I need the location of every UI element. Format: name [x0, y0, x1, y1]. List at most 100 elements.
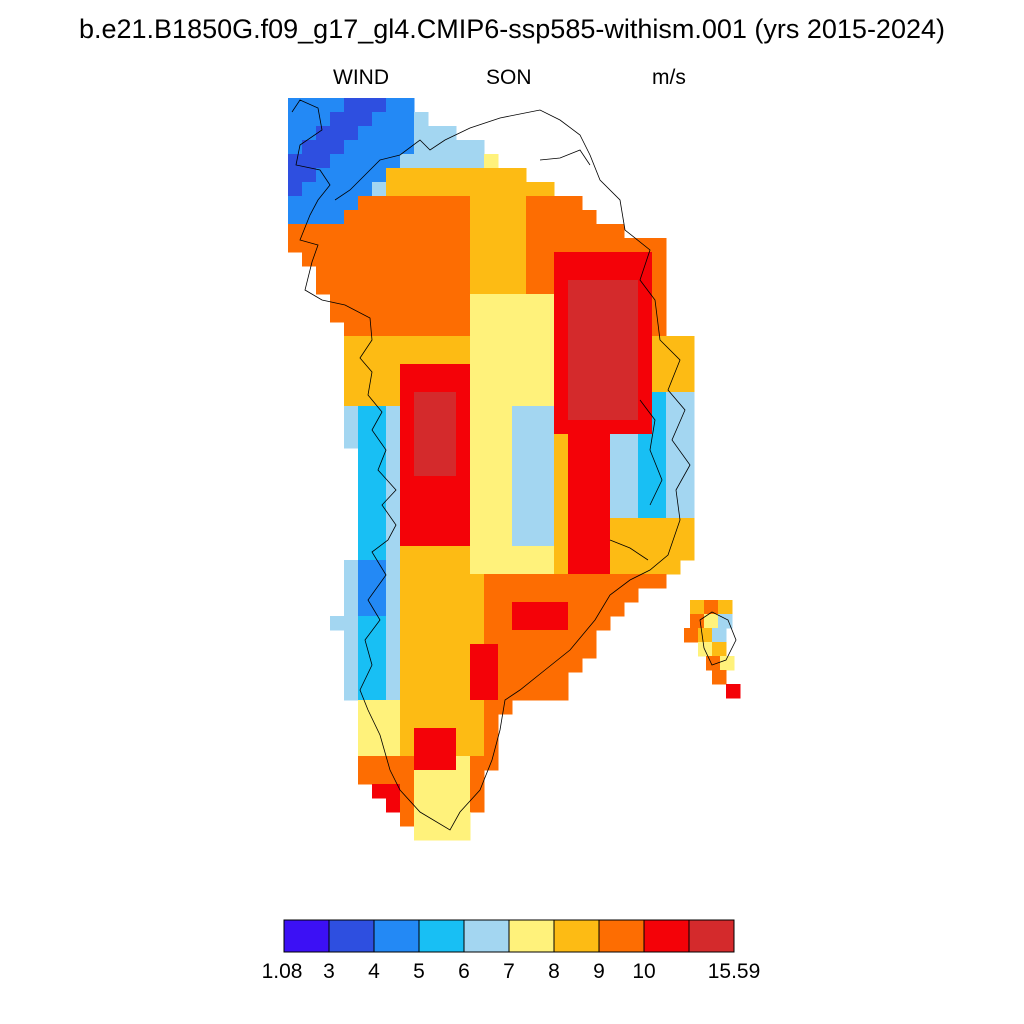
- wind-cell: [344, 392, 359, 407]
- wind-cell: [526, 350, 541, 365]
- wind-cell: [554, 308, 569, 323]
- wind-cell: [470, 700, 485, 715]
- wind-cell: [554, 672, 569, 687]
- wind-cell: [512, 546, 527, 561]
- wind-cell: [540, 238, 555, 253]
- wind-cell: [470, 686, 485, 701]
- wind-cell: [554, 518, 569, 533]
- wind-cell: [690, 600, 705, 615]
- wind-cell: [470, 490, 485, 505]
- wind-cell: [428, 406, 443, 421]
- wind-cell: [442, 672, 457, 687]
- wind-cell: [358, 112, 373, 127]
- wind-cell: [554, 406, 569, 421]
- wind-cell: [624, 406, 639, 421]
- wind-cell: [372, 672, 387, 687]
- wind-cell: [470, 420, 485, 435]
- wind-cell: [316, 238, 331, 253]
- wind-cell: [540, 308, 555, 323]
- wind-cell: [442, 252, 457, 267]
- wind-cell: [400, 350, 415, 365]
- wind-cell: [428, 518, 443, 533]
- wind-cell: [456, 168, 471, 183]
- wind-cell: [484, 378, 499, 393]
- wind-cell: [316, 140, 331, 155]
- wind-cell: [470, 770, 485, 785]
- wind-cell: [442, 728, 457, 743]
- wind-cell: [680, 378, 695, 393]
- wind-cell: [512, 322, 527, 337]
- wind-cell: [442, 168, 457, 183]
- wind-cell: [330, 294, 345, 309]
- wind-cell: [498, 210, 513, 225]
- wind-cell: [484, 560, 499, 575]
- wind-cell: [680, 504, 695, 519]
- wind-cell: [540, 574, 555, 589]
- wind-cell: [400, 140, 415, 155]
- wind-cell: [470, 210, 485, 225]
- wind-cell: [540, 686, 555, 701]
- wind-cell: [512, 518, 527, 533]
- wind-cell: [400, 280, 415, 295]
- wind-cell: [386, 336, 401, 351]
- wind-cell: [526, 616, 541, 631]
- wind-cell: [400, 182, 415, 197]
- wind-cell: [554, 448, 569, 463]
- wind-cell: [498, 546, 513, 561]
- wind-cell: [372, 392, 387, 407]
- wind-cell: [554, 280, 569, 295]
- wind-cell: [372, 308, 387, 323]
- wind-cell: [372, 476, 387, 491]
- wind-cell: [484, 266, 499, 281]
- wind-cell: [498, 168, 513, 183]
- wind-cell: [358, 700, 373, 715]
- wind-cell: [386, 490, 401, 505]
- wind-cell: [484, 434, 499, 449]
- wind-cell: [428, 294, 443, 309]
- wind-cell: [698, 642, 713, 657]
- wind-cell: [554, 252, 569, 267]
- wind-cell: [680, 532, 695, 547]
- wind-cell: [470, 406, 485, 421]
- wind-cell: [526, 420, 541, 435]
- wind-cell: [456, 644, 471, 659]
- wind-cell: [442, 420, 457, 435]
- wind-cell: [400, 588, 415, 603]
- wind-cell: [470, 658, 485, 673]
- wind-cell: [470, 602, 485, 617]
- wind-cell: [582, 588, 597, 603]
- wind-cell: [414, 196, 429, 211]
- wind-cell: [330, 224, 345, 239]
- wind-cell: [610, 308, 625, 323]
- wind-cell: [568, 532, 583, 547]
- wind-cell: [428, 210, 443, 225]
- wind-cell: [526, 294, 541, 309]
- wind-cell: [540, 350, 555, 365]
- wind-cell: [484, 224, 499, 239]
- wind-cell: [540, 406, 555, 421]
- wind-cell: [442, 490, 457, 505]
- wind-cell: [456, 462, 471, 477]
- wind-cell: [400, 602, 415, 617]
- wind-cell: [624, 392, 639, 407]
- wind-cell: [442, 742, 457, 757]
- wind-cell: [316, 210, 331, 225]
- wind-cell: [666, 448, 681, 463]
- wind-cell: [400, 98, 415, 113]
- wind-cell: [596, 532, 611, 547]
- wind-cell: [582, 462, 597, 477]
- wind-cell: [414, 182, 429, 197]
- wind-cell: [624, 504, 639, 519]
- wind-cell: [302, 168, 317, 183]
- wind-cell: [386, 504, 401, 519]
- wind-cell: [610, 532, 625, 547]
- wind-cell: [442, 210, 457, 225]
- wind-cell: [484, 616, 499, 631]
- wind-cell: [344, 224, 359, 239]
- wind-cell: [330, 616, 345, 631]
- wind-cell: [400, 406, 415, 421]
- wind-cell: [372, 574, 387, 589]
- wind-cell: [442, 364, 457, 379]
- wind-cell: [610, 378, 625, 393]
- wind-cell: [386, 686, 401, 701]
